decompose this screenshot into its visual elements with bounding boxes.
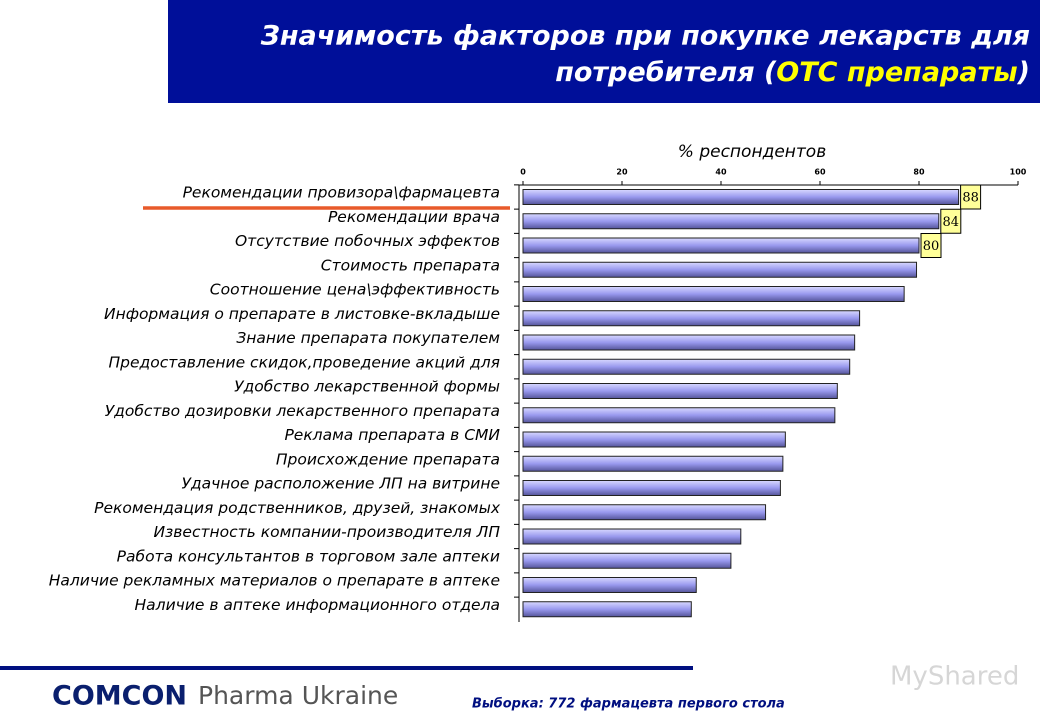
title-band [168, 0, 1040, 103]
bar [522, 189, 960, 205]
bar [522, 407, 836, 424]
logo: COMCON [52, 681, 187, 712]
bar [522, 334, 856, 351]
y-tick-label: Рекомендация родственников, друзей, знак… [94, 499, 501, 517]
y-tick-label: Отсутствие побочных эффектов [235, 232, 500, 250]
y-tick-label: Работа консультантов в торговом зале апт… [117, 547, 500, 565]
data-label: 80 [923, 239, 940, 254]
data-label: 88 [962, 191, 979, 206]
y-tick-label: Удобство дозировки лекарственного препар… [105, 402, 500, 420]
bar [522, 310, 861, 327]
x-tick-label: 40 [715, 168, 727, 177]
data-label-box [960, 184, 982, 210]
y-tick-label: Известность компании-производителя ЛП [153, 523, 500, 541]
y-tick-label: Удобство лекарственной формы [234, 378, 500, 396]
title-part: потребителя ( [555, 57, 777, 88]
title: потребителя (ОТС препараты) [555, 57, 1030, 88]
bar [522, 431, 786, 448]
bar [522, 261, 918, 278]
sample-note: Выборка: 772 фармацевта первого стола [472, 697, 785, 712]
bar [522, 552, 732, 569]
data-label-box [920, 233, 942, 258]
x-tick-label: 20 [616, 168, 628, 177]
y-tick-label: Рекомендации провизора\фармацевта [183, 184, 500, 202]
y-tick-label: Наличие в аптеке информационного отдела [135, 596, 500, 614]
x-tick-label: 80 [913, 168, 925, 177]
bar [522, 358, 851, 375]
bar [522, 528, 742, 545]
data-label: 84 [943, 215, 960, 230]
x-axis-title: % респондентов [678, 142, 826, 162]
y-tick-label: Предоставление скидок,проведение акций д… [109, 353, 500, 371]
bar [522, 383, 838, 399]
y-tick-label: Реклама препарата в СМИ [284, 426, 500, 444]
chart: 0 20 40 60 80 100 Рекомендации провизора\фарма… [49, 168, 1027, 622]
x-tick-label: 60 [814, 168, 826, 177]
y-tick-label: Знание препарата покупателем [236, 329, 500, 347]
y-tick-label: Стоимость препарата [321, 256, 500, 274]
y-tick-label: Рекомендации врача [328, 208, 500, 226]
bar [522, 213, 940, 230]
title-part: ) [1017, 57, 1030, 88]
logo-rest: Pharma Ukraine [198, 681, 398, 710]
bar [522, 237, 920, 254]
title-highlight: ОТС препараты [776, 57, 1017, 88]
data-label-box [940, 208, 962, 234]
x-tick-label: 0 [520, 168, 526, 177]
x-tick-label: 100 [1010, 168, 1027, 177]
y-tick-label: Удачное расположение ЛП на витрине [181, 475, 500, 493]
bar [522, 480, 781, 496]
watermark: MyShared [890, 662, 1019, 692]
y-tick-label: Происхождение препарата [276, 450, 500, 468]
bar [522, 577, 697, 593]
bar [522, 601, 692, 618]
title: Значимость факторов при покупке лекарств… [260, 21, 1030, 52]
bar [522, 504, 767, 521]
bar [522, 286, 905, 302]
y-tick-label: Наличие рекламных материалов о препарате… [49, 572, 500, 590]
bar [522, 455, 784, 472]
y-tick-label: Соотношение цена\эффективность [210, 281, 500, 299]
y-tick-label: Информация о препарате в листовке-вклады… [104, 305, 500, 323]
